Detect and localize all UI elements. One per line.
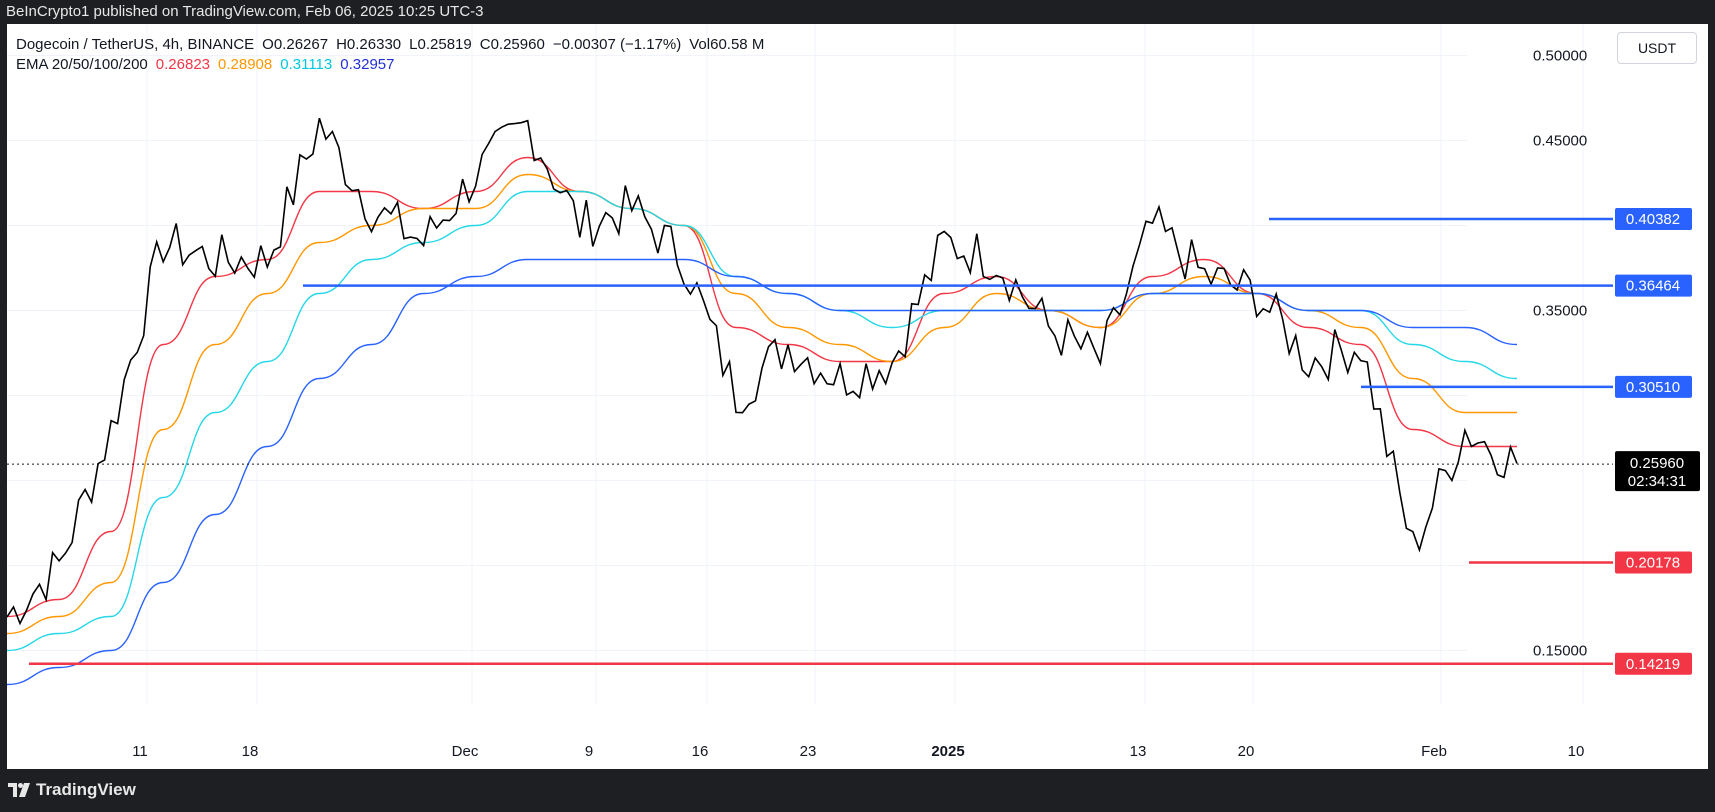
tradingview-brand-text: TradingView xyxy=(36,780,136,799)
x-tick-label: 2025 xyxy=(931,743,964,760)
support-level-badge xyxy=(1615,551,1692,574)
open-value: 0.26267 xyxy=(273,36,329,53)
tradingview-logo[interactable]: TradingView xyxy=(8,780,136,800)
low-label: L xyxy=(409,36,418,53)
resistance-level-badge xyxy=(1615,274,1692,297)
open-label: O xyxy=(262,36,274,53)
ema200-value: 0.32957 xyxy=(340,56,395,73)
published-caption: BeInCrypto1 published on TradingView.com… xyxy=(0,0,1715,24)
close-value: 0.25960 xyxy=(490,36,545,53)
current-price-value: 0.25960 xyxy=(1630,455,1684,472)
y-tick-label: 0.50000 xyxy=(1533,48,1587,65)
ema50-line xyxy=(7,173,1517,635)
ema-label[interactable]: EMA 20/50/100/200 xyxy=(16,56,148,73)
current-price-badge xyxy=(1615,451,1700,492)
y-tick-label: 0.35000 xyxy=(1533,303,1587,320)
bar-countdown: 02:34:31 xyxy=(1628,473,1686,490)
x-tick-label: Dec xyxy=(452,743,479,760)
chart-frame[interactable]: 0.50000 0.45000 0.35000 0.15000 11 18 Dec 9 16 23… xyxy=(7,24,1708,769)
low-value: 0.25819 xyxy=(417,36,472,53)
tradingview-logo-icon xyxy=(8,783,30,797)
resistance-level-label: 0.40382 xyxy=(1626,211,1680,228)
resistance-level-badge xyxy=(1615,375,1692,398)
volume-label: Vol xyxy=(689,36,711,53)
x-tick-label: Feb xyxy=(1421,743,1447,760)
change-value: −0.00307 (−1.17%) xyxy=(552,36,682,53)
ema50-value: 0.28908 xyxy=(218,56,273,73)
y-tick-label: 0.45000 xyxy=(1533,133,1587,150)
x-tick-label: 10 xyxy=(1568,743,1585,760)
resistance-level-badge xyxy=(1615,208,1692,231)
price-chart[interactable]: 0.50000 0.45000 0.35000 0.15000 11 18 Dec 9 16 23… xyxy=(7,24,1708,769)
ema20-line xyxy=(7,156,1517,618)
x-tick-label: 20 xyxy=(1238,743,1255,760)
x-tick-label: 9 xyxy=(585,743,593,760)
currency-button[interactable]: USDT xyxy=(1617,32,1697,64)
x-tick-label: 11 xyxy=(132,743,148,760)
footer-bar: TradingView xyxy=(0,769,1715,812)
x-tick-label: 16 xyxy=(692,743,709,760)
resistance-level-label: 0.36464 xyxy=(1626,278,1680,295)
ema200-line xyxy=(7,258,1518,686)
ohlc-row: Dogecoin / TetherUS, 4h, BINANCE O 0.2626… xyxy=(16,35,764,55)
support-level-badge xyxy=(1615,652,1692,675)
close-label: C xyxy=(479,36,491,53)
ema20-value: 0.26823 xyxy=(155,56,211,73)
x-tick-label: 23 xyxy=(800,743,817,760)
ema100-value: 0.31113 xyxy=(280,56,333,73)
resistance-level-label: 0.30510 xyxy=(1626,379,1680,396)
ema100-line xyxy=(7,190,1518,652)
grid-lines xyxy=(7,24,1584,704)
high-label: H xyxy=(336,36,347,53)
price-line xyxy=(7,117,1518,626)
symbol-label[interactable]: Dogecoin / TetherUS, 4h, BINANCE xyxy=(16,36,255,53)
x-tick-label: 18 xyxy=(242,743,259,760)
support-level-label: 0.14219 xyxy=(1626,656,1680,673)
volume-value: 60.58 M xyxy=(710,36,765,53)
chart-legend: Dogecoin / TetherUS, 4h, BINANCE O 0.2626… xyxy=(16,35,764,75)
x-tick-label: 13 xyxy=(1130,743,1147,760)
y-tick-label: 0.15000 xyxy=(1533,643,1587,660)
support-level-label: 0.20178 xyxy=(1626,554,1680,571)
high-value: 0.26330 xyxy=(346,36,402,53)
ema-row: EMA 20/50/100/200 0.26823 0.28908 0.3111… xyxy=(16,55,764,75)
